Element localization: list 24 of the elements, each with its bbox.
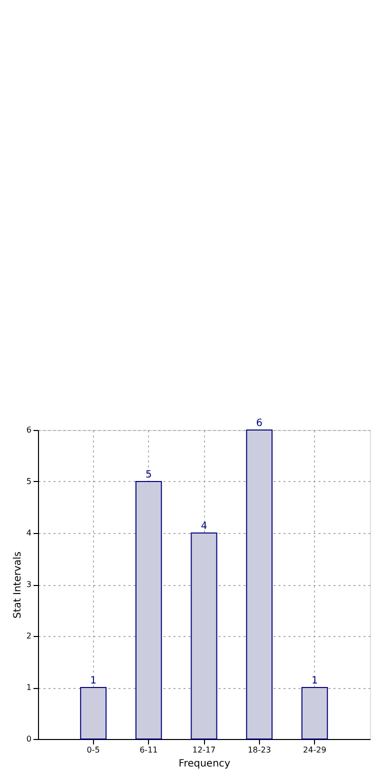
x-tick-label: 6-11 [140, 746, 158, 754]
x-tick-label: 24-29 [303, 746, 326, 754]
x-axis-title: Frequency [178, 758, 230, 770]
bar [135, 481, 162, 740]
y-tick-label: 6 [26, 426, 32, 434]
bar [246, 430, 273, 740]
y-axis-title: Stat Intervals [12, 551, 24, 619]
y-tick-label: 4 [26, 528, 32, 538]
bar [80, 687, 107, 740]
bar [301, 687, 328, 740]
data-label: 6 [256, 418, 263, 429]
x-tick-label: 12-17 [192, 746, 216, 754]
data-label: 4 [200, 521, 208, 532]
y-tick-label: 1 [26, 683, 32, 692]
y-tick-label: 5 [26, 477, 32, 486]
data-label: 5 [145, 470, 152, 480]
y-tick-label: 2 [26, 632, 32, 640]
data-label: 1 [311, 676, 318, 686]
x-tick-label: 0-5 [86, 746, 100, 754]
bar [190, 532, 218, 740]
y-tick-label: 3 [26, 580, 32, 589]
y-tick-label: 0 [26, 734, 32, 744]
data-label: 1 [90, 676, 97, 686]
x-tick-label: 18-23 [248, 746, 271, 754]
